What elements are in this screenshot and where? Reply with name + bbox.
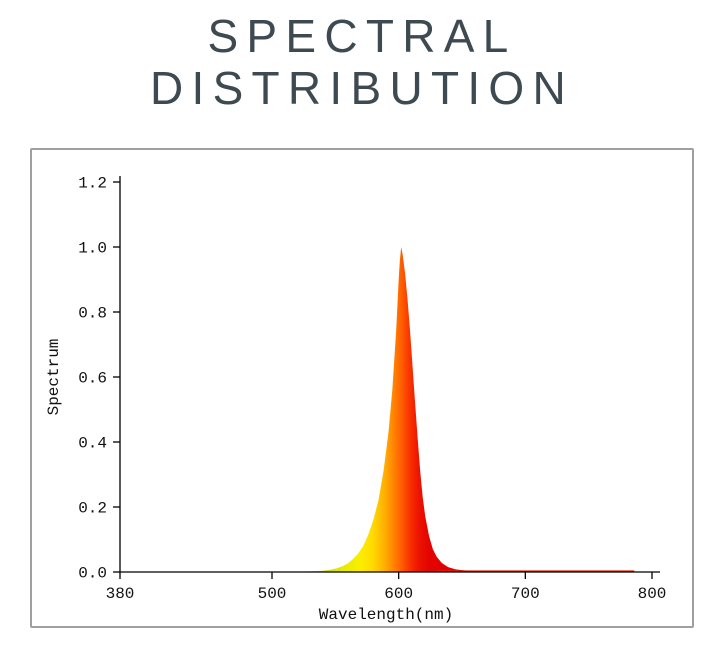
x-tick-label: 500: [258, 585, 287, 603]
x-tick-label: 700: [511, 585, 540, 603]
x-tick-label: 800: [638, 585, 667, 603]
y-tick-label: 1.0: [78, 240, 107, 258]
y-tick-label: 1.2: [78, 175, 107, 193]
x-axis-title: Wavelength(nm): [319, 606, 453, 624]
x-tick-label: 380: [106, 585, 135, 603]
y-tick-label: 0.6: [78, 370, 107, 388]
spectral-distribution-chart: 0.0 0.2 0.4 0.6 0.8 1.0 1.2 380 500 600 700 800 Wave…: [45, 175, 667, 625]
y-tick-label: 0.0: [78, 565, 107, 583]
y-tick-label: 0.8: [78, 305, 107, 323]
x-tick-label: 600: [384, 585, 413, 603]
y-tick-label: 0.2: [78, 500, 107, 518]
spectrum-area: [120, 247, 652, 572]
y-tick-label: 0.4: [78, 435, 107, 453]
page-title: SPECTRAL DISTRIBUTION: [150, 10, 574, 115]
y-axis-title: Spectrum: [45, 339, 63, 416]
chart-card: 0.0 0.2 0.4 0.6 0.8 1.0 1.2 380 500 600 700 800 Wave…: [30, 148, 694, 628]
page: SPECTRAL DISTRIBUTION 0.0 0.2 0.4 0.6 0.8 1.0…: [0, 10, 724, 650]
